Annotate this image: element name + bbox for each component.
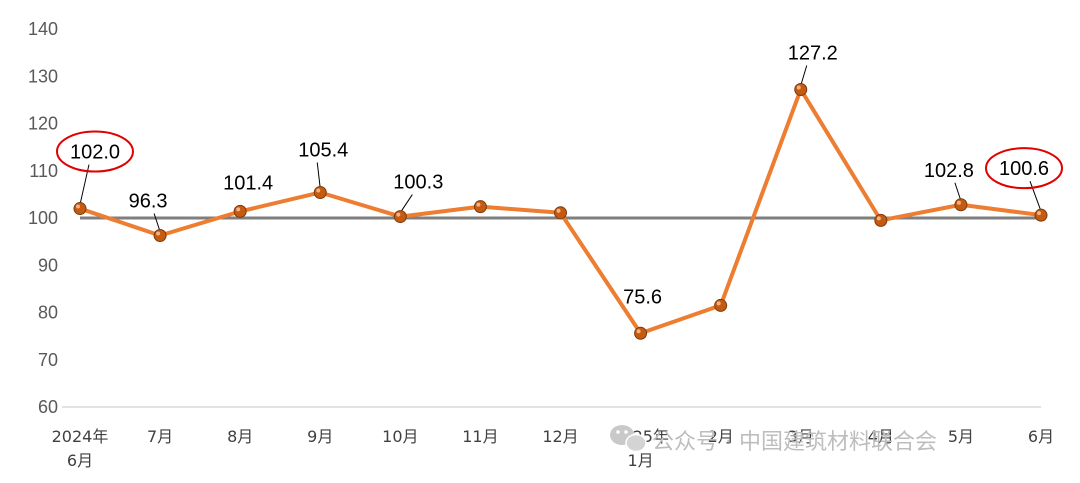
data-point: [73, 202, 87, 216]
data-point: [233, 204, 247, 218]
x-tick-label: 7月: [147, 427, 173, 446]
x-tick-label: 5月: [948, 427, 974, 446]
watermark: 公众号 · 中国建筑材料联合会: [610, 425, 937, 455]
data-point: [554, 206, 567, 220]
data-labels: 102.0 96.3 101.4 105.4 100.3 75.6 127.2 102.8 10…: [56, 42, 1063, 308]
data-point: [874, 213, 888, 227]
x-tick-label: 12月: [542, 427, 578, 446]
highlight-circle: [985, 147, 1063, 190]
data-point: [794, 82, 808, 96]
y-axis: 60 70 80 90 100 110 120 130 140: [28, 19, 58, 417]
data-point: [634, 326, 648, 340]
y-tick-label: 140: [28, 19, 58, 39]
x-tick-label: 10月: [382, 427, 418, 446]
data-label: 100.6: [999, 158, 1049, 180]
label-leader-line: [316, 162, 321, 189]
data-label: 96.3: [129, 190, 168, 212]
data-points: [73, 82, 1048, 340]
data-label: 105.4: [298, 139, 348, 161]
x-tick-label: 11月: [462, 427, 498, 446]
data-point: [393, 210, 407, 224]
x-tick-label: 9月: [307, 427, 333, 446]
x-tick-label: 2月: [708, 427, 734, 446]
watermark-text: 公众号 · 中国建筑材料联合会: [652, 430, 937, 455]
data-point: [714, 298, 728, 312]
x-tick-label: 3月: [788, 427, 814, 446]
data-label: 102.8: [924, 160, 974, 182]
y-tick-label: 130: [28, 66, 58, 86]
y-tick-label: 70: [38, 350, 58, 370]
label-leader-line: [153, 213, 161, 232]
data-label: 102.0: [70, 142, 120, 164]
label-leader-line: [954, 182, 962, 201]
highlight-circle: [56, 130, 134, 173]
y-tick-label: 60: [38, 397, 58, 417]
data-label: 127.2: [788, 42, 838, 64]
data-point: [473, 200, 487, 214]
data-point: [954, 198, 968, 212]
y-tick-label: 80: [38, 303, 58, 323]
data-point: [1034, 208, 1048, 222]
wechat-icon: [610, 425, 647, 453]
data-point: [313, 185, 327, 199]
y-tick-label: 90: [38, 255, 58, 275]
y-tick-label: 120: [28, 114, 58, 134]
x-tick-label: 4月: [868, 427, 894, 446]
x-tick-label: 8月: [227, 427, 253, 446]
data-label: 101.4: [223, 172, 273, 194]
data-point: [153, 228, 167, 242]
data-label: 100.3: [393, 172, 443, 194]
y-tick-label: 100: [28, 208, 58, 228]
x-tick-label: 2024年 6月: [52, 427, 109, 470]
label-leader-line: [399, 194, 413, 213]
data-label: 75.6: [623, 286, 662, 308]
label-leader-line: [1029, 180, 1042, 212]
y-tick-label: 110: [29, 161, 58, 181]
label-leader-line: [800, 65, 808, 86]
x-tick-label: 6月: [1028, 427, 1054, 446]
